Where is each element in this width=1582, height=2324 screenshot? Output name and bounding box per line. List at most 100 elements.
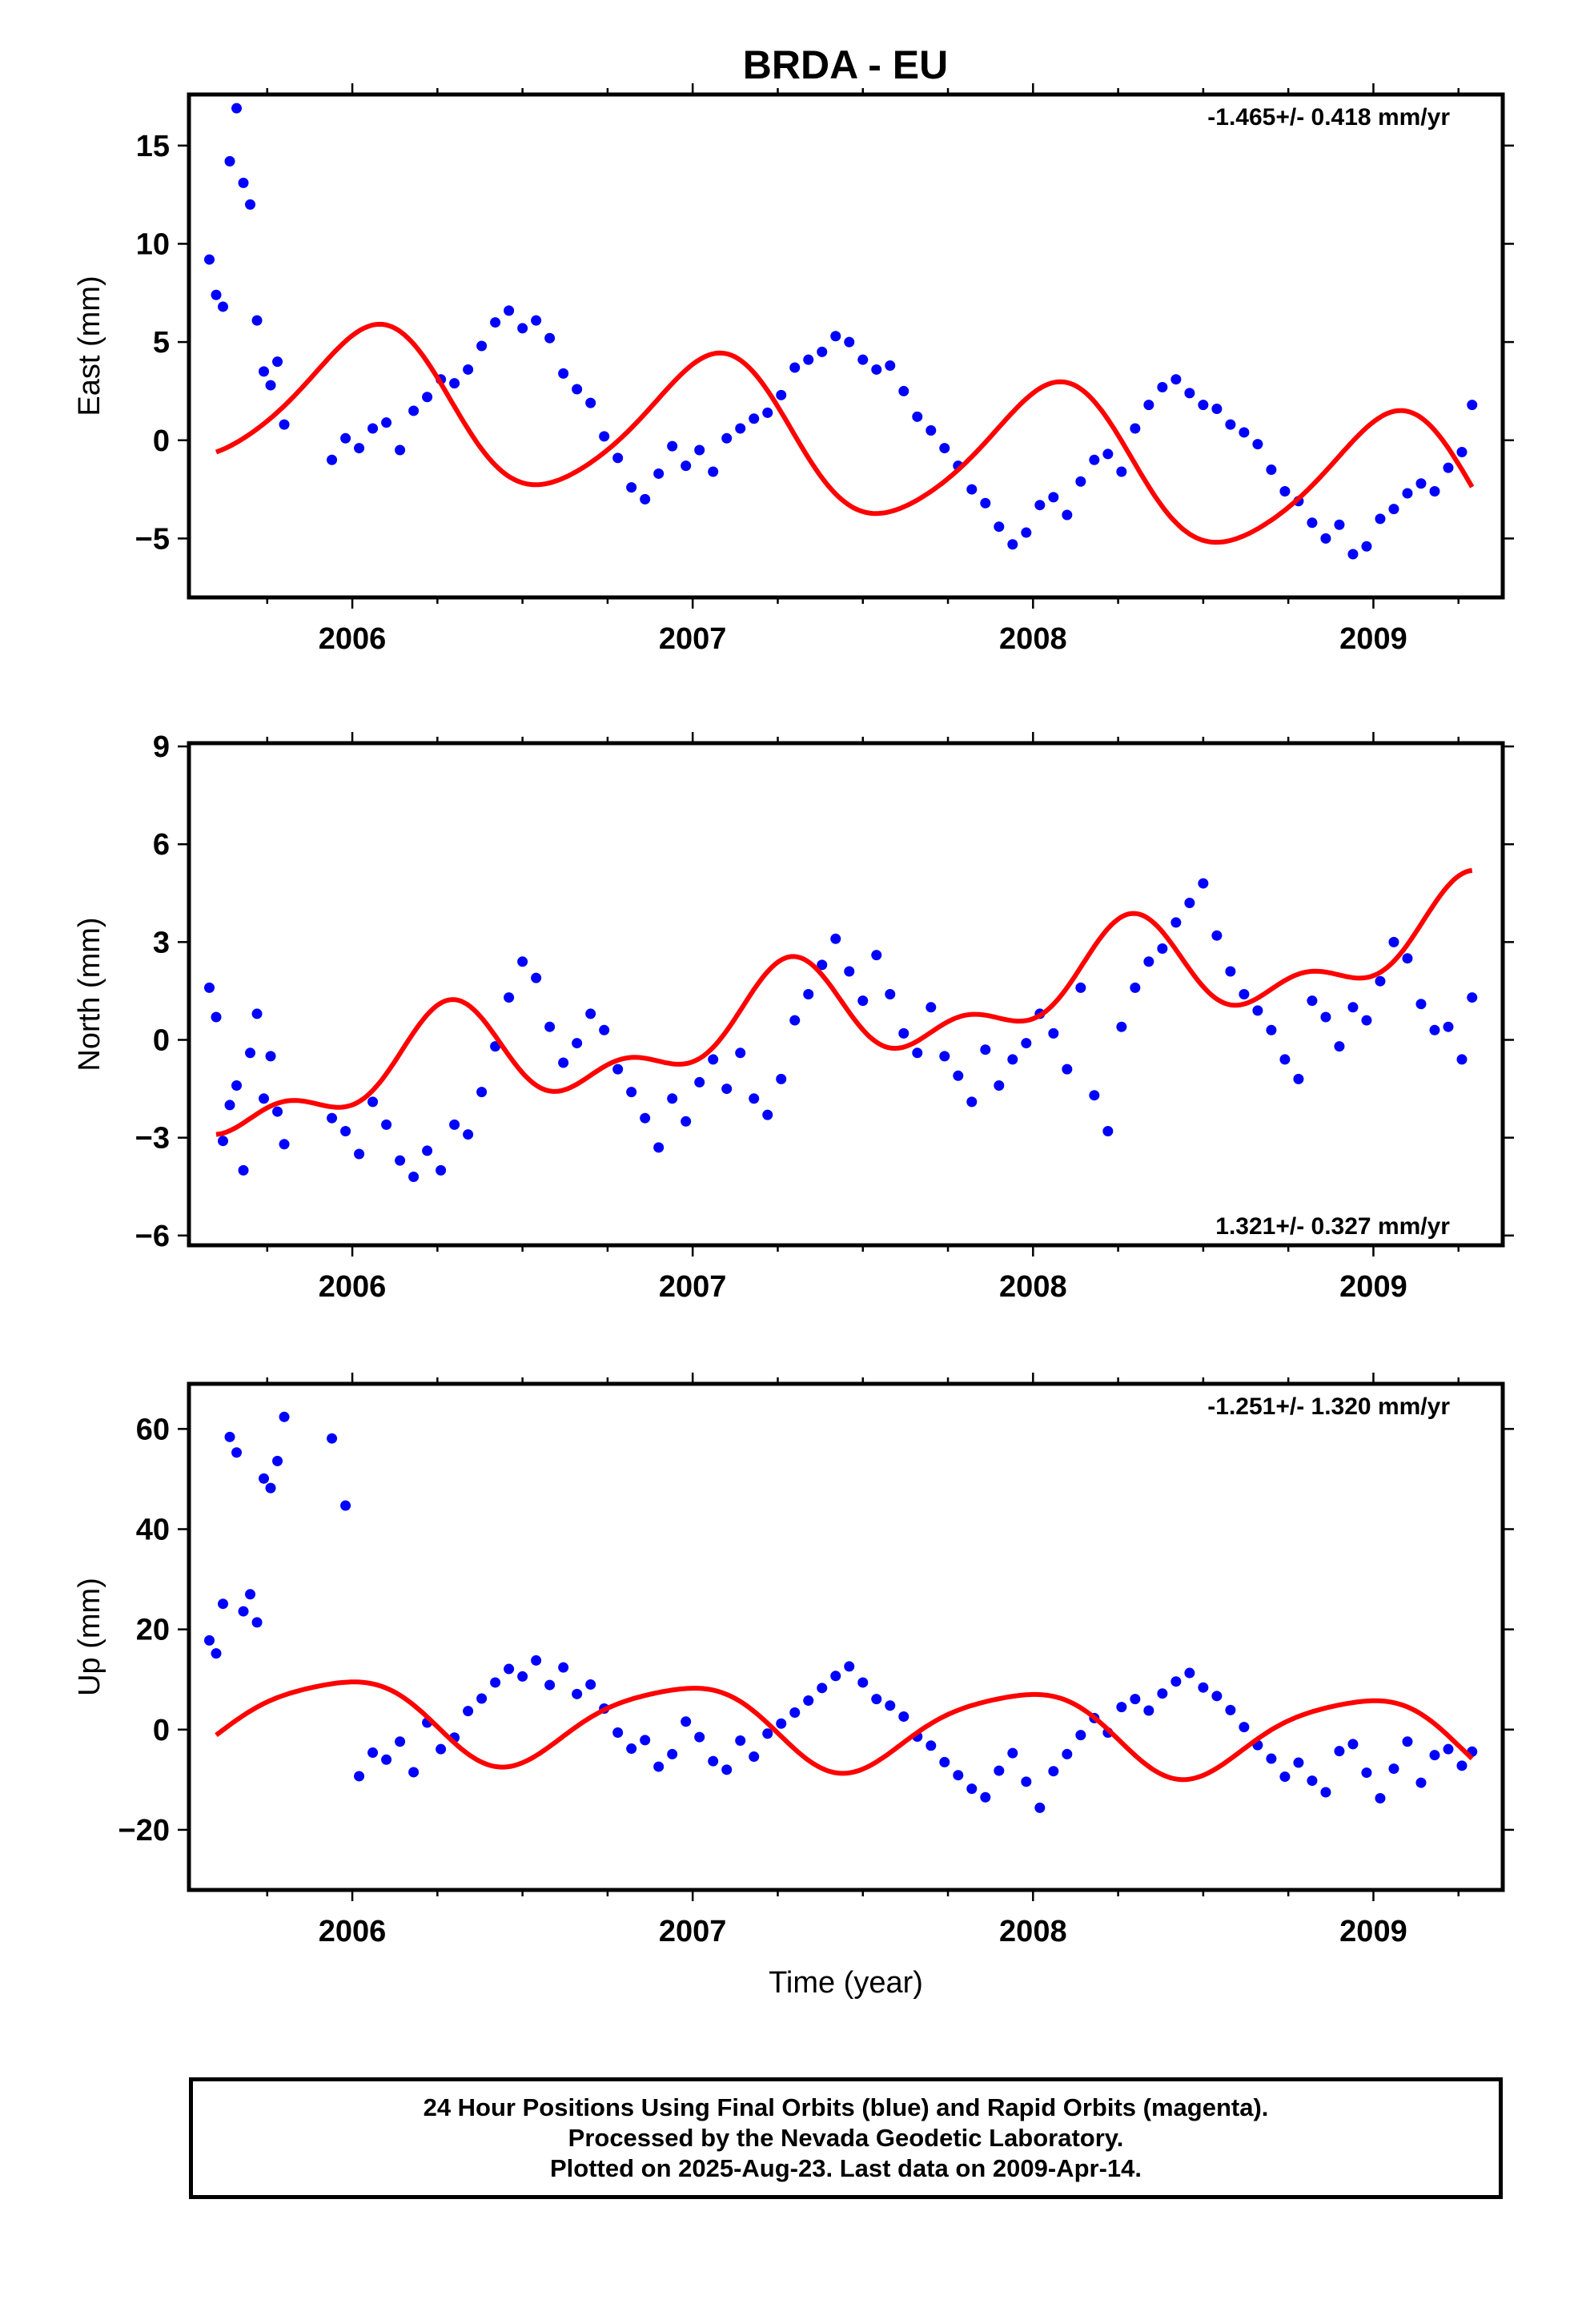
north-data-point — [422, 1145, 433, 1156]
up-data-point — [1021, 1776, 1032, 1787]
east-x-tick-label: 2009 — [1339, 622, 1407, 656]
north-data-point — [272, 1106, 283, 1117]
up-frame — [187, 1381, 1505, 1892]
north-data-point — [966, 1096, 978, 1108]
up-data-point — [1225, 1704, 1236, 1715]
east-data-point — [1102, 448, 1114, 460]
east-data-point — [844, 336, 855, 348]
north-data-point — [408, 1172, 420, 1182]
north-data-point — [599, 1024, 610, 1035]
up-rate-label: -1.251+/- 1.320 mm/yr — [1207, 1393, 1450, 1420]
up-data-point — [721, 1764, 733, 1775]
north-y-tick-label: −6 — [135, 1220, 170, 1253]
east-data-point — [517, 323, 528, 334]
east-data-point — [422, 392, 433, 403]
up-data-point — [354, 1771, 365, 1782]
north-y-tick-label: 3 — [153, 926, 170, 959]
east-data-point — [762, 407, 773, 418]
up-data-point — [224, 1431, 235, 1442]
north-data-point — [476, 1087, 488, 1098]
east-panel: −5 0 5 10 15 2006 2007 2008 2009 East (mm) -1.465+… — [73, 83, 1514, 656]
east-data-point — [994, 521, 1005, 533]
east-data-point — [885, 360, 896, 372]
north-data-point — [871, 950, 882, 961]
north-data-point — [694, 1076, 705, 1088]
up-points — [204, 1411, 1478, 1813]
north-data-point — [612, 1063, 624, 1075]
north-y-tick-label: 6 — [153, 828, 170, 862]
east-x-tick-label: 2006 — [319, 622, 387, 656]
east-data-point — [476, 340, 488, 352]
north-data-point — [898, 1027, 909, 1039]
up-data-point — [980, 1791, 991, 1803]
north-data-point — [912, 1047, 923, 1059]
north-data-point — [340, 1126, 351, 1136]
east-x-tick-label: 2007 — [659, 622, 727, 656]
up-data-point — [844, 1661, 855, 1672]
north-data-point — [279, 1139, 290, 1150]
east-data-point — [667, 440, 678, 452]
north-data-point — [1143, 956, 1154, 967]
north-data-point — [1089, 1090, 1100, 1101]
up-data-point — [218, 1598, 229, 1610]
east-y-tick-label: 5 — [153, 326, 170, 360]
north-data-point — [1252, 1005, 1263, 1016]
up-data-point — [1170, 1676, 1182, 1687]
north-data-point — [327, 1112, 338, 1124]
east-data-point — [218, 301, 229, 312]
east-data-point — [490, 317, 501, 328]
east-data-point — [211, 289, 222, 300]
up-data-point — [762, 1728, 773, 1739]
north-fit-curve — [215, 867, 1473, 1137]
north-data-point — [1347, 1002, 1359, 1013]
north-points — [204, 878, 1478, 1182]
east-y-tick-label: 15 — [136, 130, 170, 163]
up-y-axis-label: Up (mm) — [73, 1578, 106, 1696]
north-data-point — [1415, 999, 1427, 1010]
north-data-point — [1130, 982, 1141, 993]
north-data-point — [721, 1084, 733, 1095]
east-data-point — [531, 315, 542, 326]
north-data-point — [572, 1038, 583, 1049]
up-data-point — [681, 1716, 692, 1727]
up-data-point — [817, 1683, 828, 1694]
up-data-point — [1375, 1792, 1386, 1803]
east-data-point — [224, 155, 235, 167]
north-data-point — [395, 1155, 406, 1166]
east-data-point — [612, 452, 624, 464]
east-data-point — [1021, 527, 1032, 538]
east-data-point — [1320, 533, 1331, 544]
north-data-point — [708, 1054, 719, 1065]
up-data-point — [211, 1648, 222, 1659]
east-data-point — [272, 356, 283, 368]
north-x-tick-label: 2008 — [999, 1270, 1067, 1304]
north-data-point — [926, 1002, 937, 1013]
up-data-point — [1334, 1746, 1345, 1757]
east-y-axis-label: East (mm) — [73, 275, 106, 416]
north-data-point — [1388, 936, 1399, 947]
east-data-point — [1375, 513, 1386, 525]
up-fit-curve — [215, 1679, 1474, 1783]
up-data-point — [572, 1688, 583, 1699]
east-data-point — [204, 254, 215, 265]
north-data-point — [1170, 917, 1182, 928]
up-data-point — [857, 1677, 869, 1688]
east-frame — [187, 92, 1505, 600]
north-data-point — [1211, 930, 1223, 941]
up-data-point — [667, 1748, 678, 1759]
east-data-point — [599, 431, 610, 442]
up-data-point — [1157, 1688, 1168, 1699]
up-data-point — [626, 1743, 637, 1755]
north-data-point — [1157, 943, 1168, 954]
east-data-point — [1347, 549, 1359, 560]
up-y-tick-label: 60 — [136, 1413, 170, 1446]
north-data-point — [1307, 995, 1318, 1007]
north-data-point — [953, 1070, 964, 1081]
up-data-point — [544, 1679, 556, 1691]
up-data-point — [340, 1500, 351, 1511]
east-data-point — [395, 444, 406, 456]
north-data-point — [1375, 975, 1386, 987]
up-data-point — [279, 1411, 290, 1422]
north-data-point — [626, 1087, 637, 1098]
